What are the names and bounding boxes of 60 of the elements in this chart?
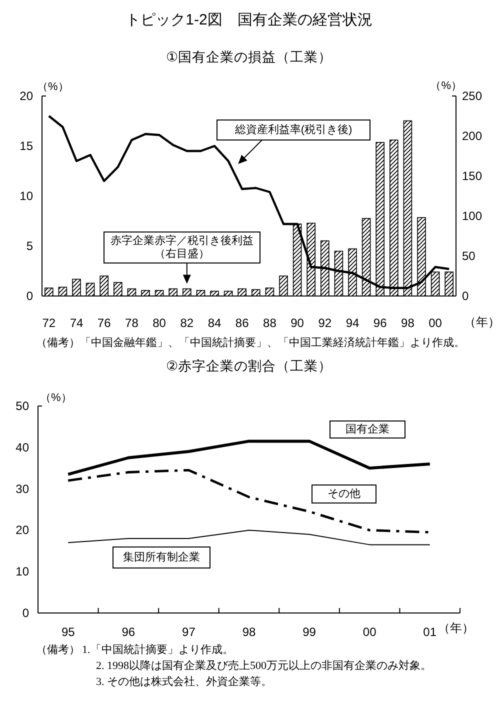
y-tick-label: 40 (16, 440, 30, 454)
x-tick-label: 00 (362, 625, 377, 639)
y2-tick-label: 250 (462, 89, 482, 103)
x-tick-label: 74 (70, 316, 84, 330)
x-tick-label: 01 (423, 625, 437, 639)
y2-tick-label: 0 (462, 289, 469, 303)
x-tick-label: 92 (318, 316, 332, 330)
series-label: 赤字企業赤字／税引き後利益（右目盛） (110, 234, 254, 260)
text: 1.「中国統計摘要」より作成。 (82, 643, 234, 656)
x-tick-label: 86 (235, 316, 250, 330)
x-tick-label: 98 (401, 316, 415, 330)
x-tick-label: 94 (346, 316, 360, 330)
x-axis-title: （年） (464, 315, 499, 329)
x-tick-label: 98 (242, 625, 256, 639)
y-tick-label: 50 (16, 399, 30, 413)
y2-tick-label: 150 (462, 169, 482, 183)
y-tick-label: 0 (22, 606, 30, 620)
x-tick-label: 95 (61, 625, 76, 639)
y-tick-label: 0 (26, 289, 34, 303)
x-tick-label: 76 (97, 316, 112, 330)
chart-subtitle: ①国有企業の損益（工業） (166, 50, 332, 64)
x-tick-label: 82 (180, 316, 194, 330)
series-label: その他 (328, 488, 360, 500)
y2-axis-title: （%） (430, 80, 462, 92)
y-tick-label: 10 (16, 564, 30, 579)
y-tick-label: 5 (26, 239, 34, 253)
line-series (68, 530, 430, 546)
series-label: 総資産利益率(税引き後) (234, 123, 352, 136)
x-tick-label: 90 (290, 316, 304, 330)
x-tick-label: 99 (302, 625, 316, 639)
text: 2. 1998以降は国有企業及び売上500万元以上の非国有企業のみ対象。 (96, 659, 432, 672)
x-tick-label: 80 (152, 316, 166, 330)
chart-title: トピック1-2図 国有企業の経営状況 (126, 12, 372, 28)
x-axis-title: （年） (438, 621, 474, 635)
y2-tick-label: 100 (462, 209, 482, 223)
y-tick-label: 15 (20, 139, 34, 153)
x-tick-label: 97 (182, 625, 196, 639)
x-tick-label: 88 (263, 316, 277, 330)
x-tick-label: 96 (373, 316, 388, 330)
line-series (66, 468, 432, 534)
x-tick-label: 84 (208, 316, 222, 330)
x-tick-label: 72 (42, 316, 56, 330)
y2-tick-label: 200 (462, 129, 482, 143)
series-label: 集団所有制企業 (123, 550, 200, 564)
text: （備考）「中国金融年鑑」、「中国統計摘要」、「中国工業経済統計年鑑」より作成。 (36, 336, 465, 349)
y2-tick-label: 50 (462, 249, 476, 263)
y-tick-label: 20 (20, 89, 34, 103)
y-axis-title: （%） (40, 392, 72, 404)
chart-title: ②赤字企業の割合（工業） (166, 358, 332, 374)
line-series (66, 440, 432, 476)
y-tick-label: 30 (16, 482, 30, 496)
x-tick-label: 00 (428, 316, 442, 330)
x-tick-label: 96 (122, 625, 136, 639)
text: （備考） (36, 643, 80, 656)
text: 3. その他は株式会社、外資企業等。 (96, 675, 272, 688)
series-label: 国有企業 (346, 424, 390, 436)
y-tick-label: 20 (16, 523, 30, 538)
y-axis-title: （%） (37, 81, 69, 93)
x-tick-label: 78 (125, 316, 139, 330)
y-tick-label: 10 (20, 189, 34, 203)
